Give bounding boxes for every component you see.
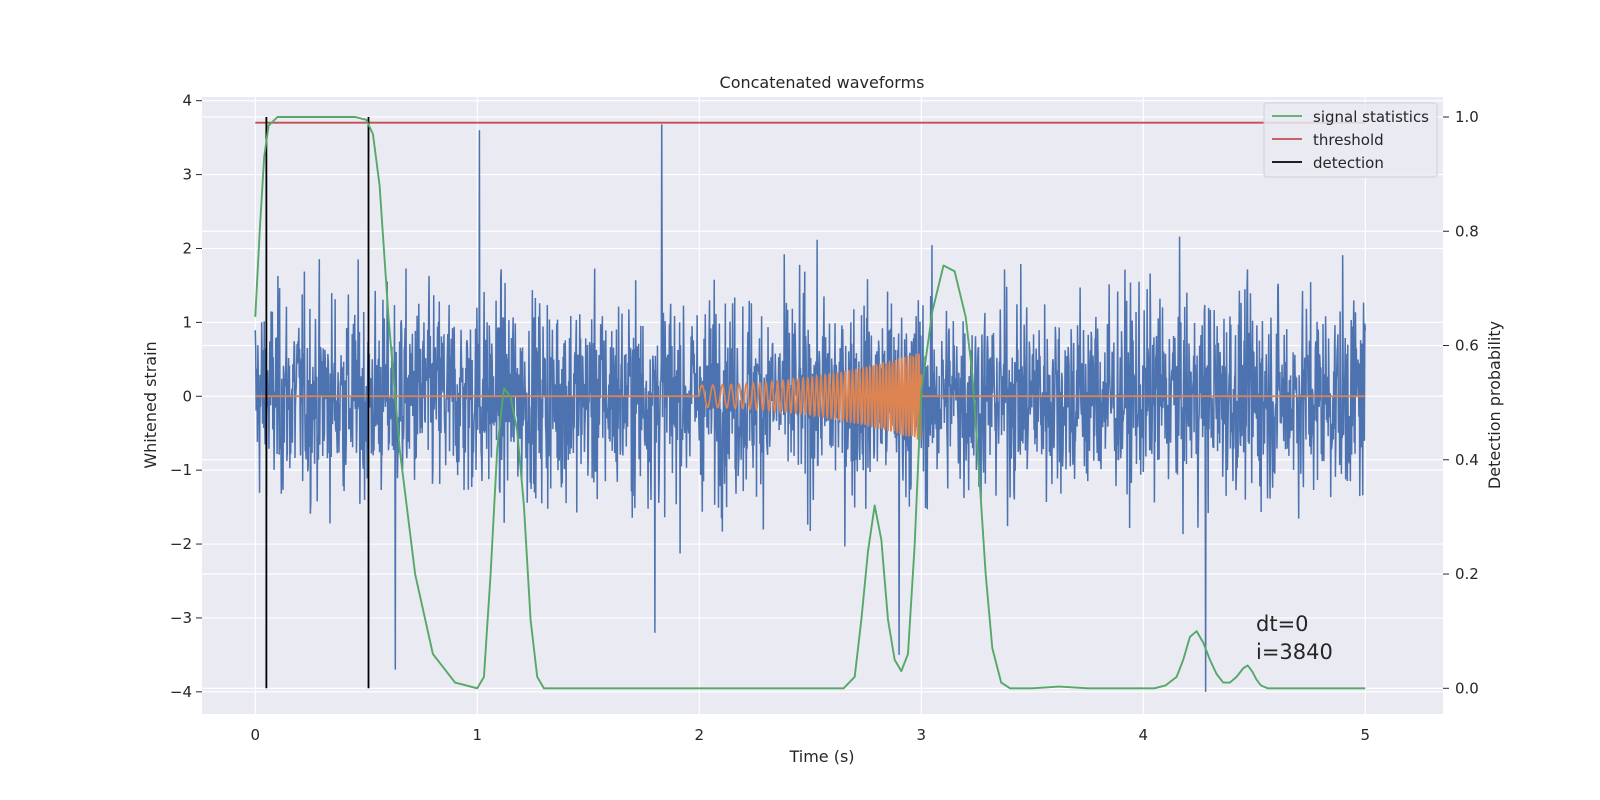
y-left-tick-label-6: 2 xyxy=(182,239,192,257)
signal-statistics-line xyxy=(254,116,1366,690)
x-tick-label-5: 5 xyxy=(1361,726,1371,744)
y-left-tick-label-3: −1 xyxy=(170,461,192,479)
legend-label-detection: detection xyxy=(1313,154,1384,172)
y-axis-label-right: Detection probability xyxy=(1485,321,1504,489)
x-tick-label-0: 0 xyxy=(251,726,261,744)
series-detections xyxy=(265,116,370,689)
y-right-tick-label-5: 1.0 xyxy=(1455,108,1479,126)
chart-title: Concatenated waveforms xyxy=(720,73,925,92)
x-axis-label: Time (s) xyxy=(788,747,854,766)
chirp-line xyxy=(255,353,1366,440)
y-left-tick-label-7: 3 xyxy=(182,166,192,184)
y-right-tick-label-1: 0.2 xyxy=(1455,565,1479,583)
y-right-tick-label-2: 0.4 xyxy=(1455,451,1479,469)
y-right-tick-label-4: 0.8 xyxy=(1455,222,1479,240)
x-tick-label-2: 2 xyxy=(695,726,705,744)
series-noise xyxy=(254,124,1367,692)
annotation-dt: dt=0 xyxy=(1256,612,1309,636)
ticks: 0 1 2 3 4 5 −4 −3 −2 −1 0 1 2 3 4 0.0 0.2 0.4 0.6 0.8 1.0 xyxy=(170,92,1479,744)
series-chirp xyxy=(255,353,1366,440)
y-left-tick-label-8: 4 xyxy=(182,92,192,110)
annotation-index: i=3840 xyxy=(1256,640,1333,664)
y-left-tick-label-2: −2 xyxy=(170,535,192,553)
y-axis-label-left: Whitened strain xyxy=(141,341,160,468)
y-left-tick-label-0: −4 xyxy=(170,683,192,701)
y-left-tick-label-4: 0 xyxy=(182,387,192,405)
series-stats xyxy=(254,116,1366,690)
y-right-tick-label-3: 0.6 xyxy=(1455,337,1479,355)
legend-label-threshold: threshold xyxy=(1313,131,1384,149)
noise-line xyxy=(254,124,1367,692)
y-left-tick-label-1: −3 xyxy=(170,609,192,627)
y-left-tick-label-5: 1 xyxy=(182,313,192,331)
x-tick-label-1: 1 xyxy=(473,726,483,744)
x-tick-label-3: 3 xyxy=(917,726,927,744)
x-tick-label-4: 4 xyxy=(1139,726,1149,744)
legend: signal statistics threshold detection xyxy=(1263,102,1438,178)
y-right-tick-label-0: 0.0 xyxy=(1455,679,1479,697)
legend-label-signal-statistics: signal statistics xyxy=(1313,108,1429,126)
legend-box xyxy=(1263,102,1438,178)
